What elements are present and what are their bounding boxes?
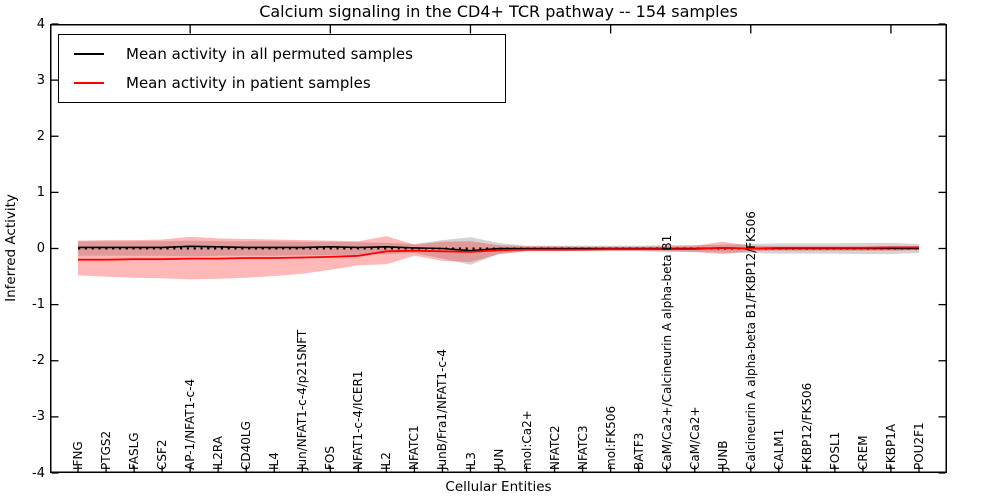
legend-row-permuted: Mean activity in all permuted samples bbox=[59, 39, 505, 68]
x-tick-label: POU2F1 bbox=[912, 422, 926, 470]
x-tick-label: BATF3 bbox=[631, 432, 646, 470]
legend-row-patient: Mean activity in patient samples bbox=[59, 68, 505, 97]
x-tick-label: IL4 bbox=[267, 452, 282, 470]
x-tick-label: CREM bbox=[855, 435, 870, 470]
x-tick-label: JunB/Fra1/NFAT1-c-4 bbox=[435, 349, 450, 470]
x-tick-label: FOSL1 bbox=[827, 431, 842, 470]
y-tick-label: -4 bbox=[32, 465, 45, 481]
x-tick-label: IL3 bbox=[463, 452, 478, 470]
x-tick-label: CALM1 bbox=[771, 428, 786, 470]
plot-canvas bbox=[50, 23, 947, 474]
chart-title: Calcium signaling in the CD4+ TCR pathwa… bbox=[259, 2, 738, 21]
x-tick-label: Jun/NFAT1-c-4/p21SNFT bbox=[295, 329, 310, 470]
y-tick-label: 3 bbox=[36, 72, 45, 88]
x-tick-label: NFAT1-c-4/ICER1 bbox=[351, 370, 366, 470]
x-tick-label: FKBP1A bbox=[883, 423, 898, 470]
legend-label-patient: Mean activity in patient samples bbox=[126, 73, 371, 92]
plot-frame bbox=[50, 24, 947, 473]
x-tick-label: NFATC1 bbox=[407, 425, 422, 470]
x-tick-label: JUN bbox=[491, 448, 506, 470]
x-tick-label: CaM/Ca2+ bbox=[687, 406, 702, 470]
x-tick-label: AP-1/NFAT1-c-4 bbox=[183, 378, 198, 470]
x-tick-label: FKBP12/FK506 bbox=[799, 382, 814, 470]
x-tick-label: CD40LG bbox=[239, 421, 254, 470]
x-tick-label: IL2RA bbox=[211, 436, 226, 470]
legend-line-sample-permuted bbox=[74, 52, 104, 55]
x-tick-label: CaM/Ca2+/Calcineurin A alpha-beta B1 bbox=[659, 234, 674, 470]
legend-label-permuted: Mean activity in all permuted samples bbox=[126, 44, 413, 63]
x-tick-label: PTGS2 bbox=[99, 430, 114, 470]
x-axis-label: Cellular Entities bbox=[445, 479, 552, 495]
x-tick-label: JUNB bbox=[715, 440, 730, 470]
patient-mean-line bbox=[78, 246, 919, 261]
y-tick-label: 0 bbox=[36, 241, 45, 256]
x-tick-label: IL2 bbox=[379, 452, 394, 470]
x-tick-label: CSF2 bbox=[155, 439, 170, 470]
plot-area: IFNG PTGS2 FASLG CSF2 AP-1/NFAT1-c-4 IL2RA CD4… bbox=[50, 23, 947, 474]
y-tick-label: 4 bbox=[36, 16, 45, 32]
y-tick-label: -1 bbox=[32, 297, 45, 313]
x-tick-label: NFATC2 bbox=[547, 425, 562, 470]
y-tick-label: 1 bbox=[36, 184, 45, 200]
legend: Mean activity in all permuted samples Me… bbox=[58, 34, 506, 103]
legend-line-sample-patient bbox=[74, 81, 104, 84]
x-tick-label: FOS bbox=[323, 446, 338, 470]
x-tick-label: mol:Ca2+ bbox=[519, 410, 534, 470]
y-tick-label: 2 bbox=[36, 128, 45, 144]
x-tick-label: Calcineurin A alpha-beta B1/FKBP12/FK506 bbox=[743, 211, 758, 470]
x-tick-label: NFATC3 bbox=[575, 425, 590, 470]
x-tick-label: FASLG bbox=[127, 432, 142, 470]
x-tick-label: IFNG bbox=[71, 441, 85, 470]
y-tick-label: -2 bbox=[32, 353, 45, 369]
y-tick-label: -3 bbox=[32, 409, 45, 425]
x-tick-label: mol:FK506 bbox=[603, 405, 618, 470]
